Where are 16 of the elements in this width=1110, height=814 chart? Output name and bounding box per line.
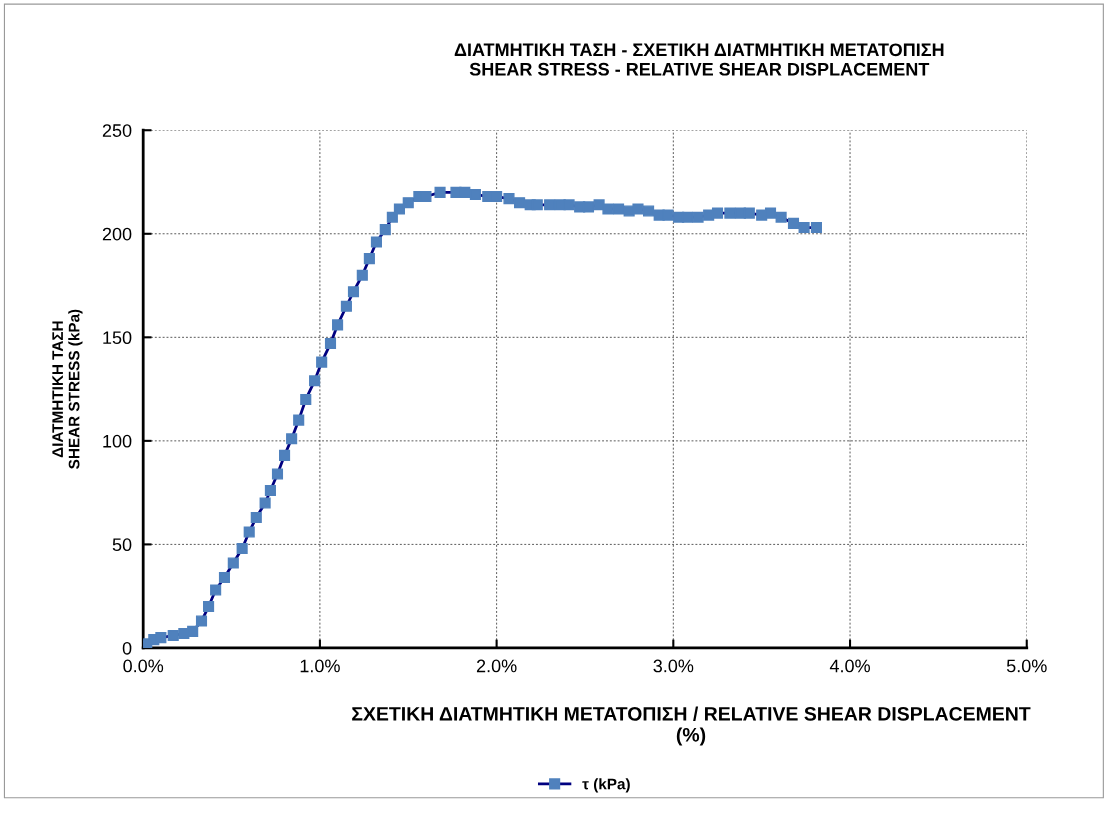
x-tick-label: 3.0% xyxy=(653,659,694,673)
x-tick-label: 0.0% xyxy=(123,659,164,673)
chart-title: ΔΙΑΤΜΗΤΙΚΗ ΤΑΣΗ - ΣΧΕΤΙΚΗ ΔΙΑΤΜΗΤΙΚΗ ΜΕΤΑΤΟΠΙΣΗ SHEAR STRESS - RELATIVE SHEAR DISPLACEMENT xyxy=(454,43,944,76)
x-tick-label: 1.0% xyxy=(300,659,340,673)
legend-label: τ (kPa) xyxy=(582,778,630,793)
x-tick-label: 4.0% xyxy=(829,659,870,673)
y-axis-title: ΔΙΑΤΜΗΤΙΚΗ ΤΑΣΗ SHEAR STRESS (kPa) xyxy=(52,309,83,469)
y-tick-label: 150 xyxy=(103,331,132,345)
y-tick-label: 100 xyxy=(103,434,132,448)
x-tick-label: 5.0% xyxy=(1006,659,1047,673)
y-tick-label: 50 xyxy=(112,538,132,552)
y-tick-label: 0 xyxy=(122,641,132,655)
x-tick-label: 2.0% xyxy=(476,659,517,673)
y-tick-label: 250 xyxy=(102,124,132,137)
x-axis-title: ΣΧΕΤΙΚΗ ΔΙΑΤΜΗΤΙΚΗ ΜΕΤΑΤΟΠΙΣΗ / RELATIVE SHEAR DISPLACEMENT (%) xyxy=(352,706,1031,746)
y-tick-label: 200 xyxy=(102,227,132,241)
